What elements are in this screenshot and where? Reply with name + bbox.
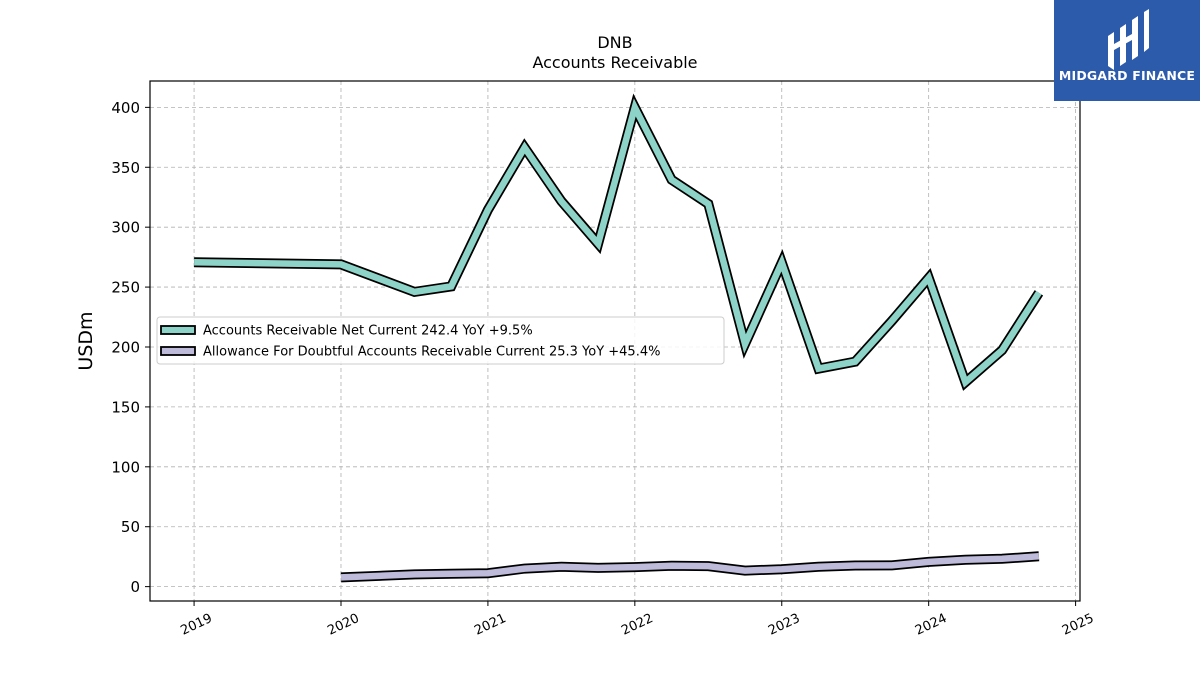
series-line	[340, 553, 1040, 581]
y-tick-label: 300	[111, 219, 140, 237]
y-tick-label: 250	[111, 279, 140, 297]
x-tick-label: 2020	[325, 611, 361, 639]
legend-box	[156, 316, 725, 365]
y-tick-label: 200	[111, 338, 140, 356]
y-tick-label: 0	[130, 578, 140, 596]
y-axis-label: USDm	[75, 311, 97, 370]
y-tick-label: 150	[111, 398, 140, 416]
logo-mark-icon	[1108, 9, 1149, 70]
logo-text: MIDGARD FINANCE	[1058, 68, 1196, 83]
y-tick-label: 400	[111, 99, 140, 117]
chart-subtitle: Accounts Receivable	[532, 53, 698, 72]
legend-label: Allowance For Doubtful Accounts Receivab…	[203, 345, 660, 360]
chart-title: DNB	[597, 33, 633, 52]
x-tick-label: 2019	[178, 611, 214, 639]
legend-swatch	[160, 346, 196, 356]
legend-label: Accounts Receivable Net Current 242.4 Yo…	[203, 324, 533, 339]
midgard-finance-logo: MIDGARD FINANCE	[1054, 0, 1200, 101]
y-tick-label: 350	[111, 159, 140, 177]
x-tick-label: 2023	[766, 611, 802, 639]
x-tick-label: 2025	[1060, 611, 1096, 639]
legend: Accounts Receivable Net Current 242.4 Yo…	[156, 316, 725, 365]
legend-swatch	[160, 325, 196, 335]
y-tick-label: 50	[121, 518, 140, 536]
series-line	[194, 98, 1042, 388]
y-tick-label: 100	[111, 458, 140, 476]
plot-frame	[149, 80, 1081, 602]
x-tick-label: 2021	[472, 611, 508, 639]
x-tick-label: 2022	[619, 611, 655, 639]
x-tick-label: 2024	[913, 611, 949, 639]
